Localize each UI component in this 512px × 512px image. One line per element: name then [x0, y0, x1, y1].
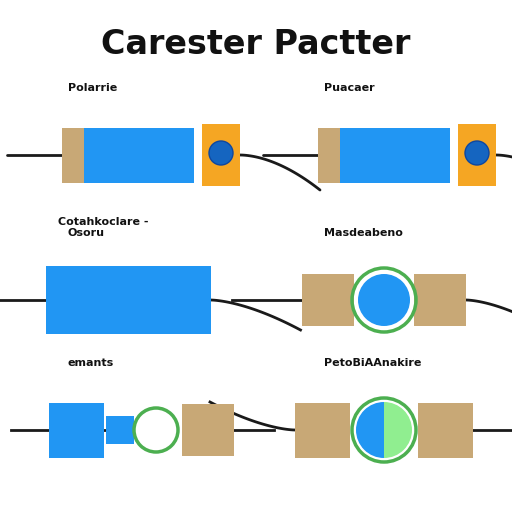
Wedge shape: [384, 402, 412, 458]
Text: emants: emants: [68, 358, 114, 368]
Bar: [202, 120, 240, 190]
Bar: [458, 120, 496, 190]
Bar: [182, 404, 234, 456]
Bar: [414, 274, 466, 326]
Bar: [202, 186, 240, 194]
Circle shape: [209, 141, 233, 165]
Bar: [49, 402, 104, 458]
Wedge shape: [356, 402, 384, 458]
Bar: [458, 116, 496, 124]
Bar: [84, 127, 194, 182]
Circle shape: [358, 274, 410, 326]
Bar: [202, 116, 240, 124]
Text: Masdeabeno: Masdeabeno: [324, 228, 403, 238]
Bar: [340, 127, 450, 182]
Bar: [46, 266, 210, 334]
Text: Carester Pactter: Carester Pactter: [101, 28, 411, 61]
Text: Cotahkoclare -: Cotahkoclare -: [58, 217, 148, 227]
Bar: [418, 402, 473, 458]
Bar: [458, 186, 496, 194]
Bar: [318, 127, 340, 182]
Bar: [302, 274, 354, 326]
Text: PetoBiAAnakire: PetoBiAAnakire: [324, 358, 421, 368]
Bar: [62, 127, 84, 182]
Text: Puacaer: Puacaer: [324, 83, 375, 93]
Circle shape: [465, 141, 489, 165]
Bar: [295, 402, 350, 458]
Bar: [106, 416, 134, 444]
Text: Polarrie: Polarrie: [68, 83, 117, 93]
Text: Osoru: Osoru: [68, 228, 105, 238]
